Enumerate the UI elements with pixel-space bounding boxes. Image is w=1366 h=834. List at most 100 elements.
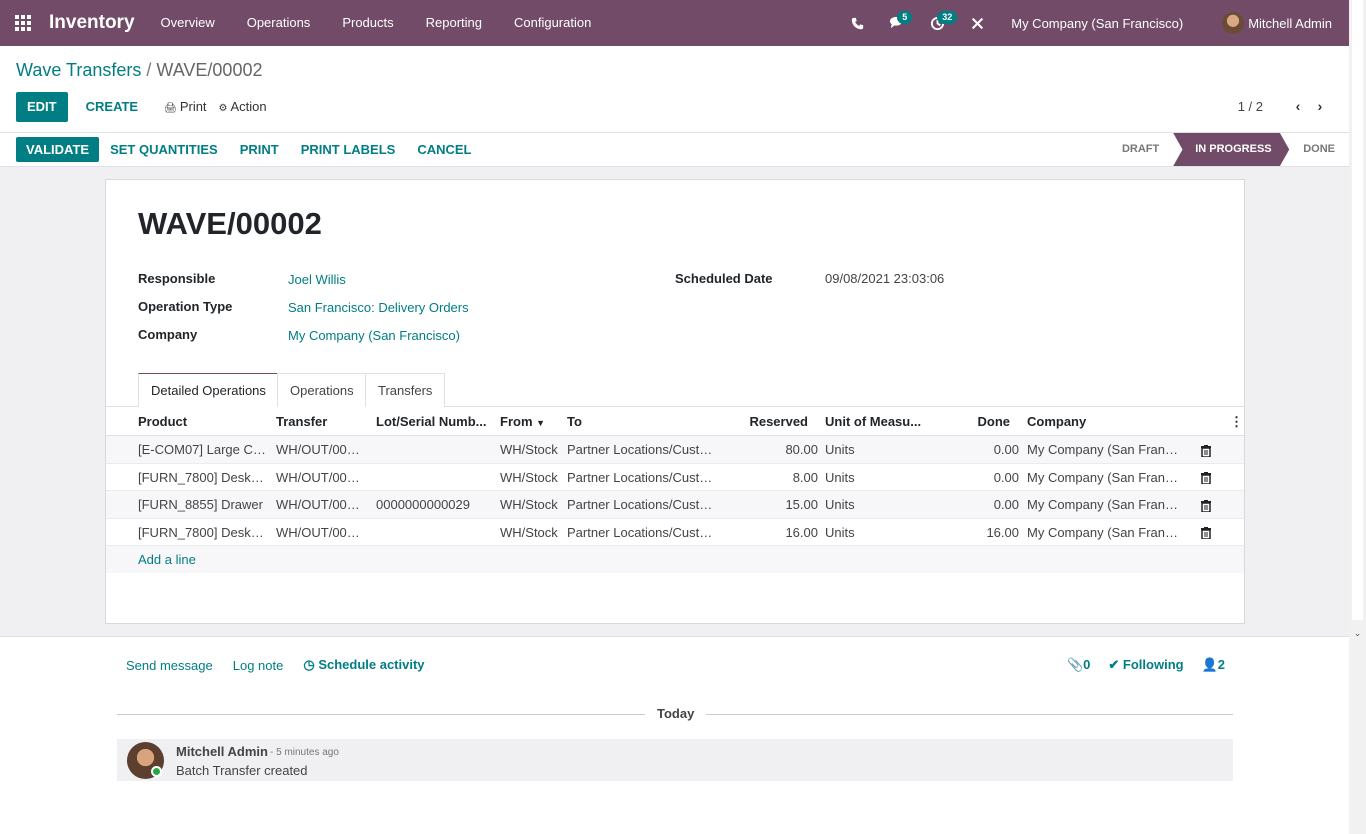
cell-from[interactable]: WH/Stock — [500, 469, 558, 485]
menu-products[interactable]: Products — [342, 15, 394, 30]
cell-reserved[interactable]: 16.00 — [785, 524, 818, 540]
apps-menu-icon[interactable] — [0, 0, 46, 46]
cell-uom[interactable]: Units — [825, 497, 855, 512]
table-row[interactable]: [FURN_7800] Desk Combination WH/OUT/00004… — [106, 519, 1244, 546]
chevron-left-icon[interactable]: ‹ — [1295, 98, 1301, 114]
cell-product[interactable]: [FURN_8855] Drawer — [138, 497, 263, 512]
cell-reserved[interactable]: 80.00 — [785, 442, 818, 457]
log-note-button[interactable]: Log note — [232, 657, 284, 673]
cell-transfer[interactable]: WH/OUT/00004 — [276, 524, 366, 540]
scrollbar-thumb[interactable] — [1352, 0, 1363, 620]
edit-button[interactable]: EDIT — [16, 92, 68, 122]
schedule-activity-button[interactable]: ◷ Schedule activity — [293, 657, 434, 673]
add-line-button[interactable]: Add a line — [138, 552, 196, 567]
cell-company[interactable]: My Company (San Francisco) — [1027, 442, 1182, 457]
page-scrollbar[interactable]: ⌄ — [1349, 0, 1366, 834]
app-name[interactable]: Inventory — [49, 12, 135, 33]
tab-detailed-operations[interactable]: Detailed Operations — [138, 373, 279, 407]
company-switcher[interactable]: My Company (San Francisco) — [1011, 15, 1184, 31]
stage-in-progress[interactable]: IN PROGRESS — [1173, 133, 1290, 166]
cell-transfer[interactable]: WH/OUT/00001 — [276, 442, 366, 457]
following-button[interactable]: ✔ Following — [1099, 657, 1192, 673]
trash-icon[interactable] — [1200, 464, 1212, 491]
table-row[interactable]: [FURN_7800] Desk Combination WH/OUT/00002… — [106, 464, 1244, 491]
cell-company[interactable]: My Company (San Francisco) — [1027, 497, 1182, 512]
cell-uom[interactable]: Units — [825, 469, 855, 485]
trash-icon[interactable] — [1200, 519, 1212, 546]
debug-tools-icon[interactable] — [957, 0, 997, 46]
activities-icon[interactable]: 32 — [917, 0, 958, 46]
cell-product[interactable]: [FURN_7800] Desk Combination — [138, 524, 266, 540]
col-from[interactable]: From ▼ — [500, 407, 560, 436]
cell-to[interactable]: Partner Locations/Customers — [567, 497, 719, 512]
col-lot[interactable]: Lot/Serial Numb... — [376, 414, 487, 429]
cell-uom[interactable]: Units — [825, 524, 855, 540]
cell-done[interactable]: 0.00 — [993, 469, 1019, 485]
chevron-right-icon[interactable]: › — [1317, 98, 1323, 114]
col-reserved[interactable]: Reserved — [749, 414, 808, 429]
col-uom[interactable]: Unit of Measu... — [825, 414, 922, 429]
col-company[interactable]: Company — [1027, 414, 1087, 429]
cell-to[interactable]: Partner Locations/Customers — [567, 469, 719, 485]
messages-icon[interactable]: 5 — [877, 0, 917, 46]
cell-done[interactable]: 0.00 — [993, 442, 1019, 457]
cell-from[interactable]: WH/Stock — [500, 442, 558, 457]
print-labels-button[interactable]: PRINT LABELS — [300, 142, 396, 157]
message-author[interactable]: Mitchell Admin — [176, 744, 268, 759]
cell-done[interactable]: 16.00 — [986, 524, 1019, 540]
trash-icon[interactable] — [1200, 491, 1212, 518]
menu-reporting[interactable]: Reporting — [425, 15, 482, 30]
cancel-button[interactable]: CANCEL — [417, 142, 472, 157]
scroll-down-arrow-icon[interactable]: ⌄ — [1353, 628, 1362, 638]
responsible-value[interactable]: Joel Willis — [288, 272, 346, 287]
operation-type-value[interactable]: San Francisco: Delivery Orders — [288, 300, 469, 315]
print-dropdown[interactable]: 🖨 Print — [158, 92, 212, 122]
cell-product[interactable]: [E-COM07] Large Cabinet — [138, 442, 266, 457]
cell-to[interactable]: Partner Locations/Customers — [567, 442, 719, 457]
table-row[interactable]: [FURN_8855] Drawer WH/OUT/00003 0000000000… — [106, 491, 1244, 519]
cell-lot[interactable] — [376, 436, 494, 463]
cell-lot[interactable] — [376, 464, 494, 491]
cell-transfer[interactable]: WH/OUT/00003 — [276, 497, 366, 512]
cell-reserved[interactable]: 15.00 — [785, 497, 818, 512]
col-product[interactable]: Product — [138, 414, 188, 429]
validate-button[interactable]: VALIDATE — [16, 137, 100, 162]
optional-columns-icon[interactable]: ⋮ — [1230, 414, 1240, 429]
print-button[interactable]: PRINT — [239, 142, 279, 157]
company-value[interactable]: My Company (San Francisco) — [288, 328, 460, 343]
cell-to[interactable]: Partner Locations/Customers — [567, 524, 719, 540]
cell-done[interactable]: 0.00 — [993, 497, 1019, 512]
set-quantities-button[interactable]: SET QUANTITIES — [110, 142, 218, 157]
cell-lot[interactable] — [376, 519, 494, 546]
tab-operations[interactable]: Operations — [277, 373, 367, 407]
breadcrumb-parent[interactable]: Wave Transfers — [16, 60, 142, 80]
cell-uom[interactable]: Units — [825, 442, 855, 457]
followers-button[interactable]: 👤2 — [1193, 657, 1234, 673]
stage-draft[interactable]: DRAFT — [1121, 143, 1160, 155]
pager-value[interactable]: 1 / 2 — [1237, 98, 1263, 114]
trash-icon[interactable] — [1200, 436, 1212, 463]
tab-transfers[interactable]: Transfers — [365, 373, 446, 407]
create-button[interactable]: CREATE — [85, 99, 139, 114]
cell-from[interactable]: WH/Stock — [500, 524, 558, 540]
cell-company[interactable]: My Company (San Francisco) — [1027, 524, 1182, 540]
col-transfer[interactable]: Transfer — [276, 414, 328, 429]
phone-icon[interactable] — [837, 0, 877, 46]
cell-from[interactable]: WH/Stock — [500, 497, 558, 512]
action-dropdown[interactable]: ⚙ Action — [213, 92, 273, 122]
stage-done[interactable]: DONE — [1303, 143, 1335, 155]
attachments-button[interactable]: 📎0 — [1058, 657, 1099, 673]
cell-reserved[interactable]: 8.00 — [792, 469, 818, 485]
cell-lot[interactable]: 0000000000029 — [376, 497, 470, 512]
col-to[interactable]: To — [567, 414, 582, 429]
user-menu[interactable]: Mitchell Admin — [1197, 12, 1349, 34]
cell-company[interactable]: My Company (San Francisco) — [1027, 469, 1182, 485]
col-done[interactable]: Done — [977, 414, 1011, 429]
cell-transfer[interactable]: WH/OUT/00002 — [276, 469, 366, 485]
table-row[interactable]: [E-COM07] Large Cabinet WH/OUT/00001 WH/St… — [106, 436, 1244, 464]
send-message-button[interactable]: Send message — [126, 657, 213, 673]
menu-configuration[interactable]: Configuration — [514, 15, 592, 30]
menu-operations[interactable]: Operations — [246, 15, 311, 30]
cell-product[interactable]: [FURN_7800] Desk Combination — [138, 469, 266, 485]
menu-overview[interactable]: Overview — [160, 15, 215, 30]
